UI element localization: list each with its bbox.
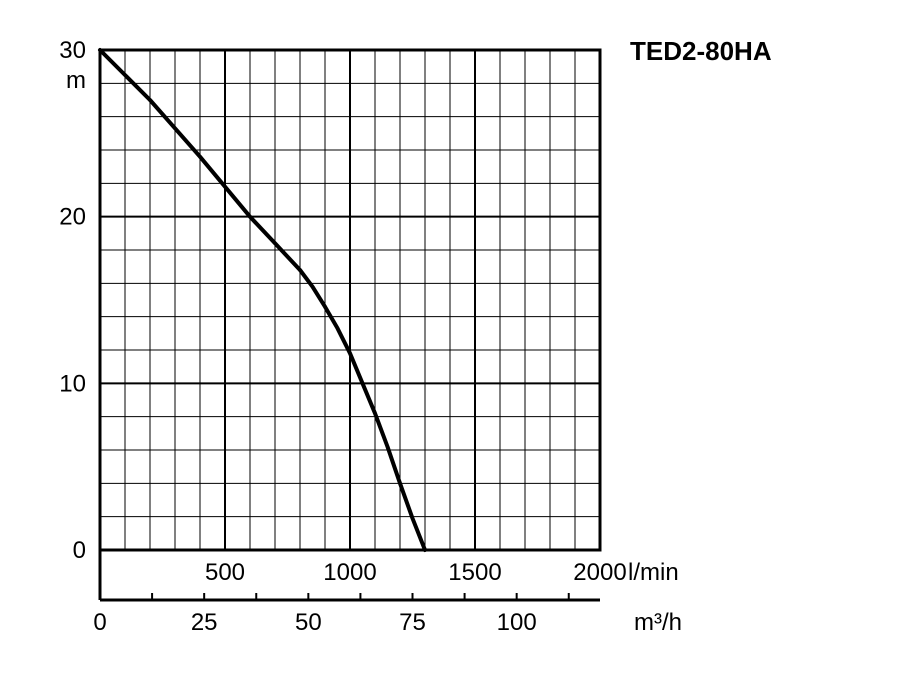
curve-layer xyxy=(98,48,427,552)
x2-tick-label: 75 xyxy=(399,609,426,636)
y-tick-label: 20 xyxy=(59,204,86,231)
x-tick-label: 1000 xyxy=(323,559,376,586)
x2-tick-label: 0 xyxy=(93,609,106,636)
x-unit-primary-label: l/min xyxy=(628,559,679,586)
y-tick-label: 30 xyxy=(59,37,86,64)
x-unit-secondary-label: m³/h xyxy=(634,609,682,636)
y-tick-label: 10 xyxy=(59,370,86,397)
chart-title: TED2-80HA xyxy=(630,36,772,66)
x2-tick-label: 50 xyxy=(295,609,322,636)
pump-performance-curve xyxy=(98,48,427,552)
x2-tick-label: 100 xyxy=(497,609,537,636)
x-tick-label: 1500 xyxy=(448,559,501,586)
x-tick-label: 2000 xyxy=(573,559,626,586)
x2-tick-label: 25 xyxy=(191,609,218,636)
axes xyxy=(98,48,602,602)
plot-border xyxy=(98,48,602,552)
y-unit-label: m xyxy=(66,67,86,94)
major-grid xyxy=(100,50,600,550)
y-tick-label: 0 xyxy=(73,537,86,564)
x-tick-label: 500 xyxy=(205,559,245,586)
